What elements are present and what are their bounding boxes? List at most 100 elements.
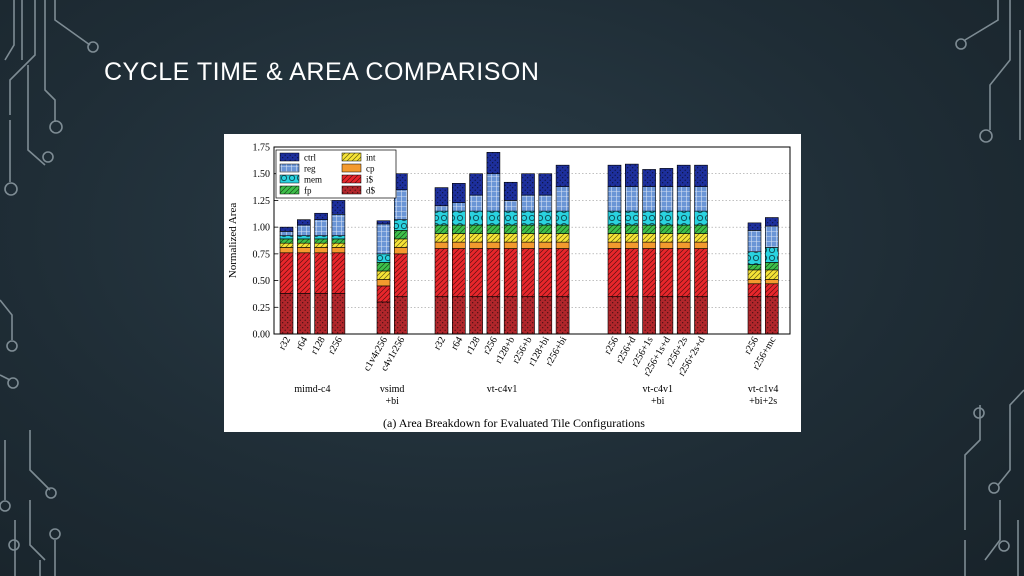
bar-segment-reg [314,219,328,236]
bar-segment-mem [607,210,622,226]
bar-stack [747,222,762,335]
y-tick-label: 1.75 [253,143,271,154]
bar-segment-fp [469,224,483,234]
bar-stack [376,220,391,335]
bar-segment-reg [555,186,570,212]
bar-segment-int [394,238,408,248]
bar-segment-mem [452,210,466,226]
bar-segment-fp [297,238,311,244]
bar-segment-dcache [521,296,535,335]
bar-segment-dcache [607,296,622,335]
bar-segment-mem [503,210,518,226]
bar-segment-int [521,233,535,243]
bar-stack [607,164,622,335]
bar-segment-ctrl [376,220,391,225]
legend-item: fp [279,185,312,196]
bar-segment-dcache [486,296,501,335]
y-axis-label: Normalized Area [227,203,239,279]
bar-segment-icache [764,283,779,297]
bar-segment-icache [642,248,656,297]
bar-segment-reg [659,186,674,212]
bar-segment-reg [694,186,708,212]
bar-label: r64 [449,335,465,352]
bar-segment-mem [624,210,639,226]
bar-segment-fp [624,224,639,234]
bar-segment-reg [521,194,535,212]
bar-segment-fp [642,224,656,234]
bar-segment-ctrl [331,200,346,215]
bar-segment-dcache [434,296,449,335]
bar-segment-ctrl [503,181,518,201]
legend-label: mem [304,175,322,185]
bar-segment-cp [659,241,674,249]
bar-stack [452,183,466,335]
bar-segment-fp [434,224,449,234]
legend-swatch [279,163,300,173]
bar-segment-icache [279,252,294,294]
bar-stack [331,200,346,335]
bar-segment-cp [694,241,708,249]
legend-label: fp [304,186,312,196]
bar-segment-mem [747,251,762,265]
bar-segment-dcache [659,296,674,335]
bar-label: r32 [277,335,293,352]
bar-segment-reg [503,200,518,212]
bar-segment-mem [764,247,779,263]
bar-segment-fp [521,224,535,234]
bar-segment-ctrl [434,187,449,207]
bar-segment-icache [331,252,346,294]
bar-stack [469,173,483,335]
bar-segment-dcache [676,296,691,335]
bar-segment-mem [376,253,391,263]
bar-segment-cp [434,241,449,249]
bar-segment-dcache [331,293,346,335]
bar-segment-cp [297,247,311,254]
bar-segment-reg [764,225,779,248]
legend-label: d$ [366,186,376,196]
bar-segment-fp [503,224,518,234]
bar-segment-icache [376,285,391,303]
legend-item: mem [279,175,322,185]
bar-segment-dcache [314,293,328,335]
legend-item: reg [279,163,316,174]
bar-segment-mem [694,210,708,226]
bar-segment-int [314,242,328,248]
bar-segment-cp [538,241,553,249]
bar-segment-dcache [747,296,762,335]
bar-segment-mem [279,235,294,240]
bar-stack [624,163,639,335]
bar-segment-dcache [538,296,553,335]
chart-title: (a) Area Breakdown for Evaluated Tile Co… [383,416,645,430]
bar-segment-fp [394,230,408,240]
bar-segment-mem [314,235,328,240]
plot-frame [273,146,791,335]
bar-segment-icache [434,248,449,297]
bar-segment-icache [469,248,483,297]
bar-segment-ctrl [486,152,501,175]
bar-stack [314,212,328,335]
group-label: vt-c1v4 [748,384,779,395]
bar-segment-int [694,233,708,243]
bar-segment-icache [747,283,762,297]
bar-segment-int [503,233,518,243]
bar-label: r128 [309,335,328,356]
bar-segment-reg [469,194,483,212]
bar-segment-dcache [279,293,294,335]
bar-segment-fp [694,224,708,234]
bar-segment-cp [607,241,622,249]
legend-swatch [279,185,300,195]
bar-stack [279,226,294,335]
bar-segment-int [538,233,553,243]
legend-swatch [341,174,362,184]
bar-segment-icache [607,248,622,297]
bar-segment-fp [747,264,762,271]
bar-segment-int [452,233,466,243]
bar-label: r128 [464,335,483,356]
bar-segment-reg [607,186,622,212]
bar-stack [538,173,553,335]
legend-label: i$ [366,175,374,185]
legend-swatch [279,152,300,162]
bar-stack [297,219,311,335]
